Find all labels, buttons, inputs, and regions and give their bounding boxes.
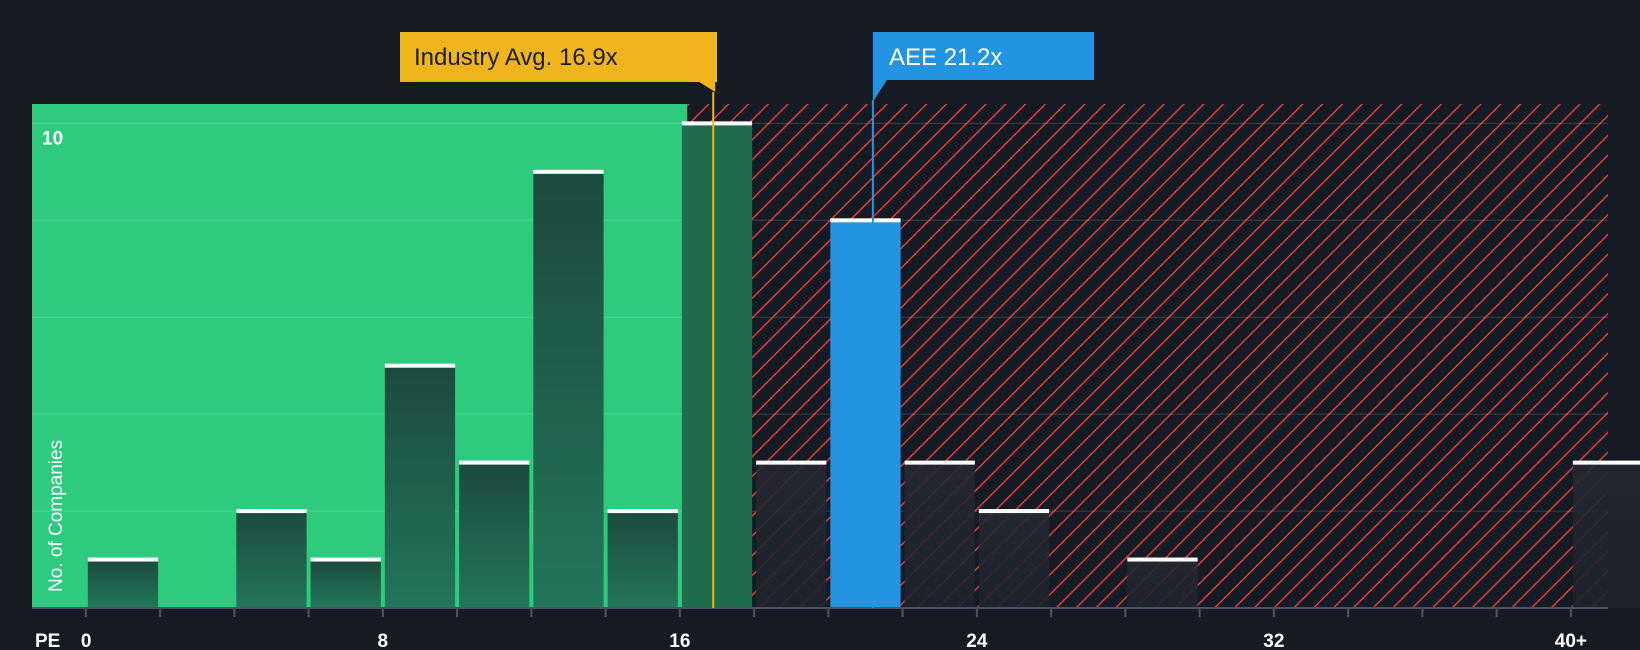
bar-cap-22 <box>904 460 975 465</box>
x-tick-label: 24 <box>966 631 988 650</box>
bar-cap-28 <box>1127 557 1198 562</box>
bar-6 <box>310 559 381 608</box>
bar-12 <box>533 171 604 608</box>
industry-avg-callout <box>400 32 717 92</box>
callouts: Industry Avg. 16.9x AEE 21.2x <box>400 32 1094 608</box>
bar-20 <box>830 220 901 609</box>
bar-24 <box>978 511 1050 608</box>
x-tick-label: 32 <box>1263 631 1284 650</box>
bar-cap-4 <box>236 509 307 514</box>
bar-cap-12 <box>533 169 604 174</box>
x-axis-label: PE <box>35 631 60 650</box>
x-tick-label: 8 <box>378 631 389 650</box>
bar-40 <box>1572 462 1640 608</box>
company-callout <box>872 32 1094 102</box>
bar-28 <box>1127 559 1198 608</box>
industry-avg-label: Industry Avg. 16.9x <box>414 44 618 71</box>
bar-0 <box>87 559 159 608</box>
bar-cap-40 <box>1572 460 1640 465</box>
y-axis-ticks: 10 <box>42 128 63 149</box>
y-tick-label: 10 <box>42 128 63 149</box>
bar-cap-14 <box>607 509 678 514</box>
x-tick-label: 16 <box>669 631 690 650</box>
bar-8 <box>384 365 456 608</box>
bar-cap-0 <box>87 557 159 562</box>
bars <box>87 121 1640 609</box>
bar-14 <box>607 511 678 608</box>
y-axis-label: No. of Companies <box>46 440 67 592</box>
x-axis-ticks: 0 8 16 24 32 40+ <box>81 608 1587 650</box>
company-label: AEE 21.2x <box>889 44 1002 71</box>
bar-cap-18 <box>756 460 827 465</box>
bar-4 <box>236 511 307 608</box>
bar-16 <box>681 123 753 608</box>
bar-cap-6 <box>310 557 381 562</box>
bar-10 <box>459 462 530 608</box>
bar-18 <box>756 462 827 608</box>
bar-cap-16 <box>681 121 753 126</box>
x-tick-label: 40+ <box>1555 631 1587 650</box>
bar-cap-10 <box>459 460 530 465</box>
bar-22 <box>904 462 975 608</box>
bar-cap-8 <box>384 363 456 368</box>
bar-cap-24 <box>978 509 1050 514</box>
bar-cap-20 <box>830 218 901 223</box>
x-tick-label: 0 <box>81 631 92 650</box>
